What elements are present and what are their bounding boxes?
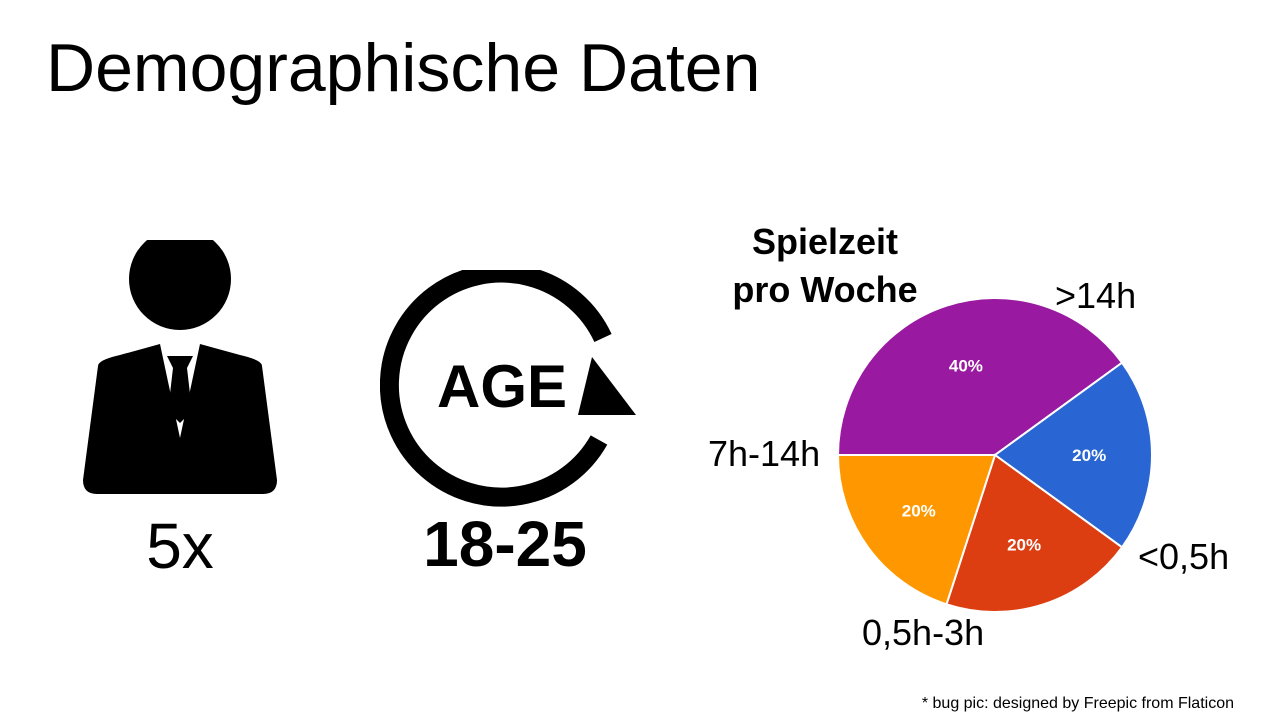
participant-count: 5x (146, 510, 214, 582)
pie-slice-7h-14h (836, 454, 997, 606)
pie-slice-0-5h-3h (945, 453, 1124, 613)
age-icon-text: AGE (437, 353, 567, 420)
pie-data-label-over-14h: 40% (949, 356, 983, 375)
slice-label-0-5h-3h: 0,5h-3h (862, 612, 985, 653)
chart-title-line-2: pro Woche (732, 269, 918, 310)
age-cycle-icon: AGE (380, 270, 636, 507)
slice-label-under-0-5h: <0,5h (1138, 536, 1230, 577)
chart-title: Spielzeit pro Woche (700, 218, 950, 314)
pie-data-label-0-5h-3h: 20% (1007, 536, 1041, 555)
pie-slice-under-0-5h (993, 361, 1153, 549)
slice-label-7h-14h: 7h-14h (708, 433, 821, 474)
pie-slice-over-14h (836, 297, 1124, 456)
slice-label-over-14h: >14h (1055, 275, 1137, 316)
pie-data-label-7h-14h: 20% (902, 501, 936, 520)
page-title: Demographische Daten (46, 30, 761, 106)
pie-data-label-under-0-5h: 20% (1072, 446, 1106, 465)
footnote: * bug pic: designed by Freepic from Flat… (921, 695, 1234, 712)
age-range: 18-25 (423, 508, 587, 580)
person-in-suit-icon (83, 240, 277, 494)
chart-title-line-1: Spielzeit (751, 221, 899, 262)
pie-chart: 40% 20% 20% 20% (836, 297, 1153, 613)
